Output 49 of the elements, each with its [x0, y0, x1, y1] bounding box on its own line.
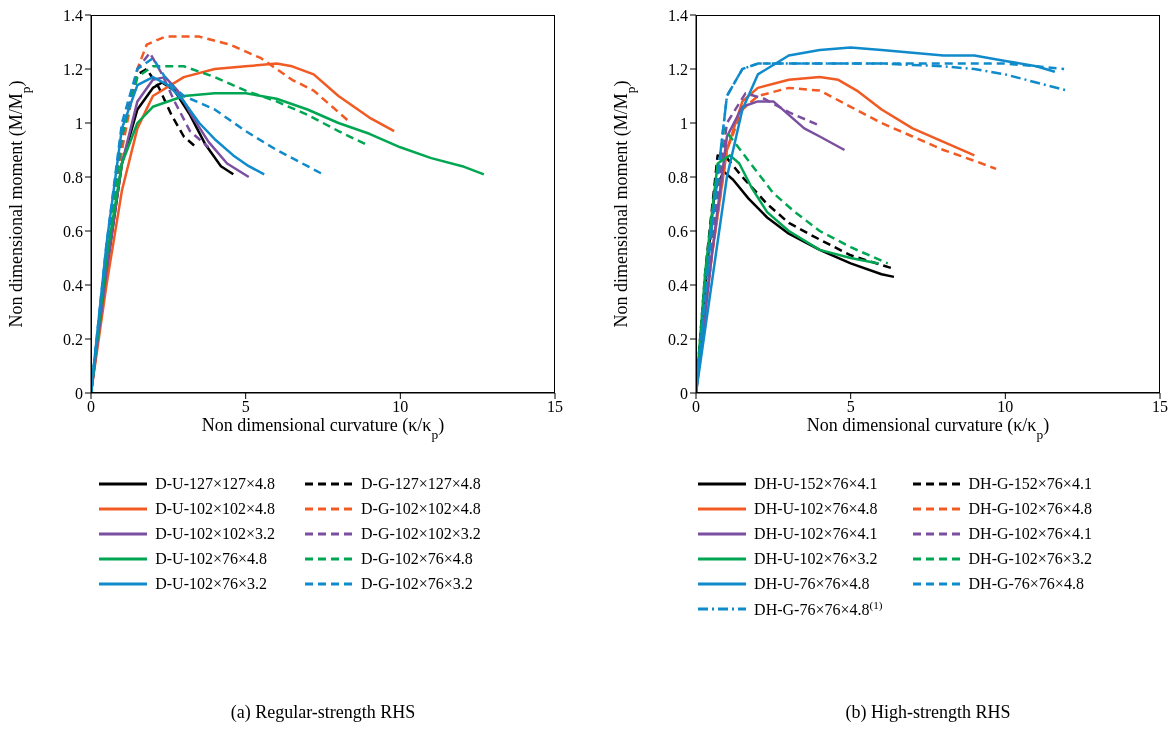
- y-tick-label: 0.8: [668, 168, 688, 186]
- legend-label: DH-G-152×76×4.1: [968, 475, 1092, 492]
- legend-label: DH-U-102×76×4.8: [754, 500, 878, 517]
- x-tick-label: 15: [547, 398, 563, 416]
- text: (b) High-strength RHS: [844, 702, 1012, 723]
- legend-label: D-G-102×102×3.2: [361, 525, 481, 542]
- y-tick-label: 0.4: [668, 276, 688, 294]
- y-tick-label: 0.2: [63, 330, 83, 348]
- y-tick-label: 0: [680, 384, 688, 402]
- legend-label: DH-U-102×76×3.2: [754, 550, 878, 567]
- x-tick-label: 10: [997, 398, 1014, 416]
- legend-label: DH-G-76×76×4.8: [968, 575, 1084, 592]
- y-tick-label: 0.2: [668, 330, 688, 348]
- x-axis-title: Non dimensional curvature (κ/κ$_{p}$): [201, 415, 445, 442]
- x-tick-label: 10: [392, 398, 409, 416]
- y-tick-label: 1.4: [668, 6, 688, 24]
- y-tick-label: 0.4: [63, 276, 83, 294]
- legend-label: DH-G-76×76×4.8$^{(1)}$: [754, 598, 883, 619]
- y-tick-label: 0.6: [63, 222, 83, 240]
- legend-label: DH-G-102×76×3.2: [968, 550, 1092, 567]
- x-tick-label: 5: [846, 398, 855, 416]
- text: (a) Regular-strength RHS: [229, 702, 417, 723]
- legend-label: D-U-127×127×4.8: [155, 475, 275, 492]
- y-tick-label: 1.2: [668, 60, 688, 78]
- legend-label: DH-U-102×76×4.1: [754, 525, 878, 542]
- y-tick-label: 1: [680, 114, 688, 132]
- x-tick-label: 15: [1152, 398, 1168, 416]
- x-tick-label: 0: [692, 398, 700, 416]
- legend-label: DH-U-76×76×4.8: [754, 575, 870, 592]
- legend-label: D-G-102×76×4.8: [361, 550, 473, 567]
- legend-label: D-U-102×102×4.8: [155, 500, 275, 517]
- legend-label: D-G-127×127×4.8: [361, 475, 481, 492]
- legend-label: D-U-102×76×4.8: [155, 550, 267, 567]
- x-tick-label: 5: [241, 398, 250, 416]
- y-tick-label: 1.4: [63, 6, 83, 24]
- y-tick-label: 0.8: [63, 168, 83, 186]
- legend-label: D-G-102×76×3.2: [361, 575, 473, 592]
- y-tick-label: 1: [75, 114, 83, 132]
- legend-label: D-U-102×76×3.2: [155, 575, 267, 592]
- legend-label: DH-G-102×76×4.1: [968, 525, 1092, 542]
- legend-label: DH-U-152×76×4.1: [754, 475, 878, 492]
- legend-label: D-U-102×102×3.2: [155, 525, 275, 542]
- y-tick-label: 1.2: [63, 60, 83, 78]
- y-tick-label: 0.6: [668, 222, 688, 240]
- x-tick-label: 0: [87, 398, 95, 416]
- legend-label: DH-G-102×76×4.8: [968, 500, 1092, 517]
- y-tick-label: 0: [75, 384, 83, 402]
- x-axis-title: Non dimensional curvature (κ/κ$_{p}$): [806, 415, 1050, 442]
- legend-label: D-G-102×102×4.8: [361, 500, 481, 517]
